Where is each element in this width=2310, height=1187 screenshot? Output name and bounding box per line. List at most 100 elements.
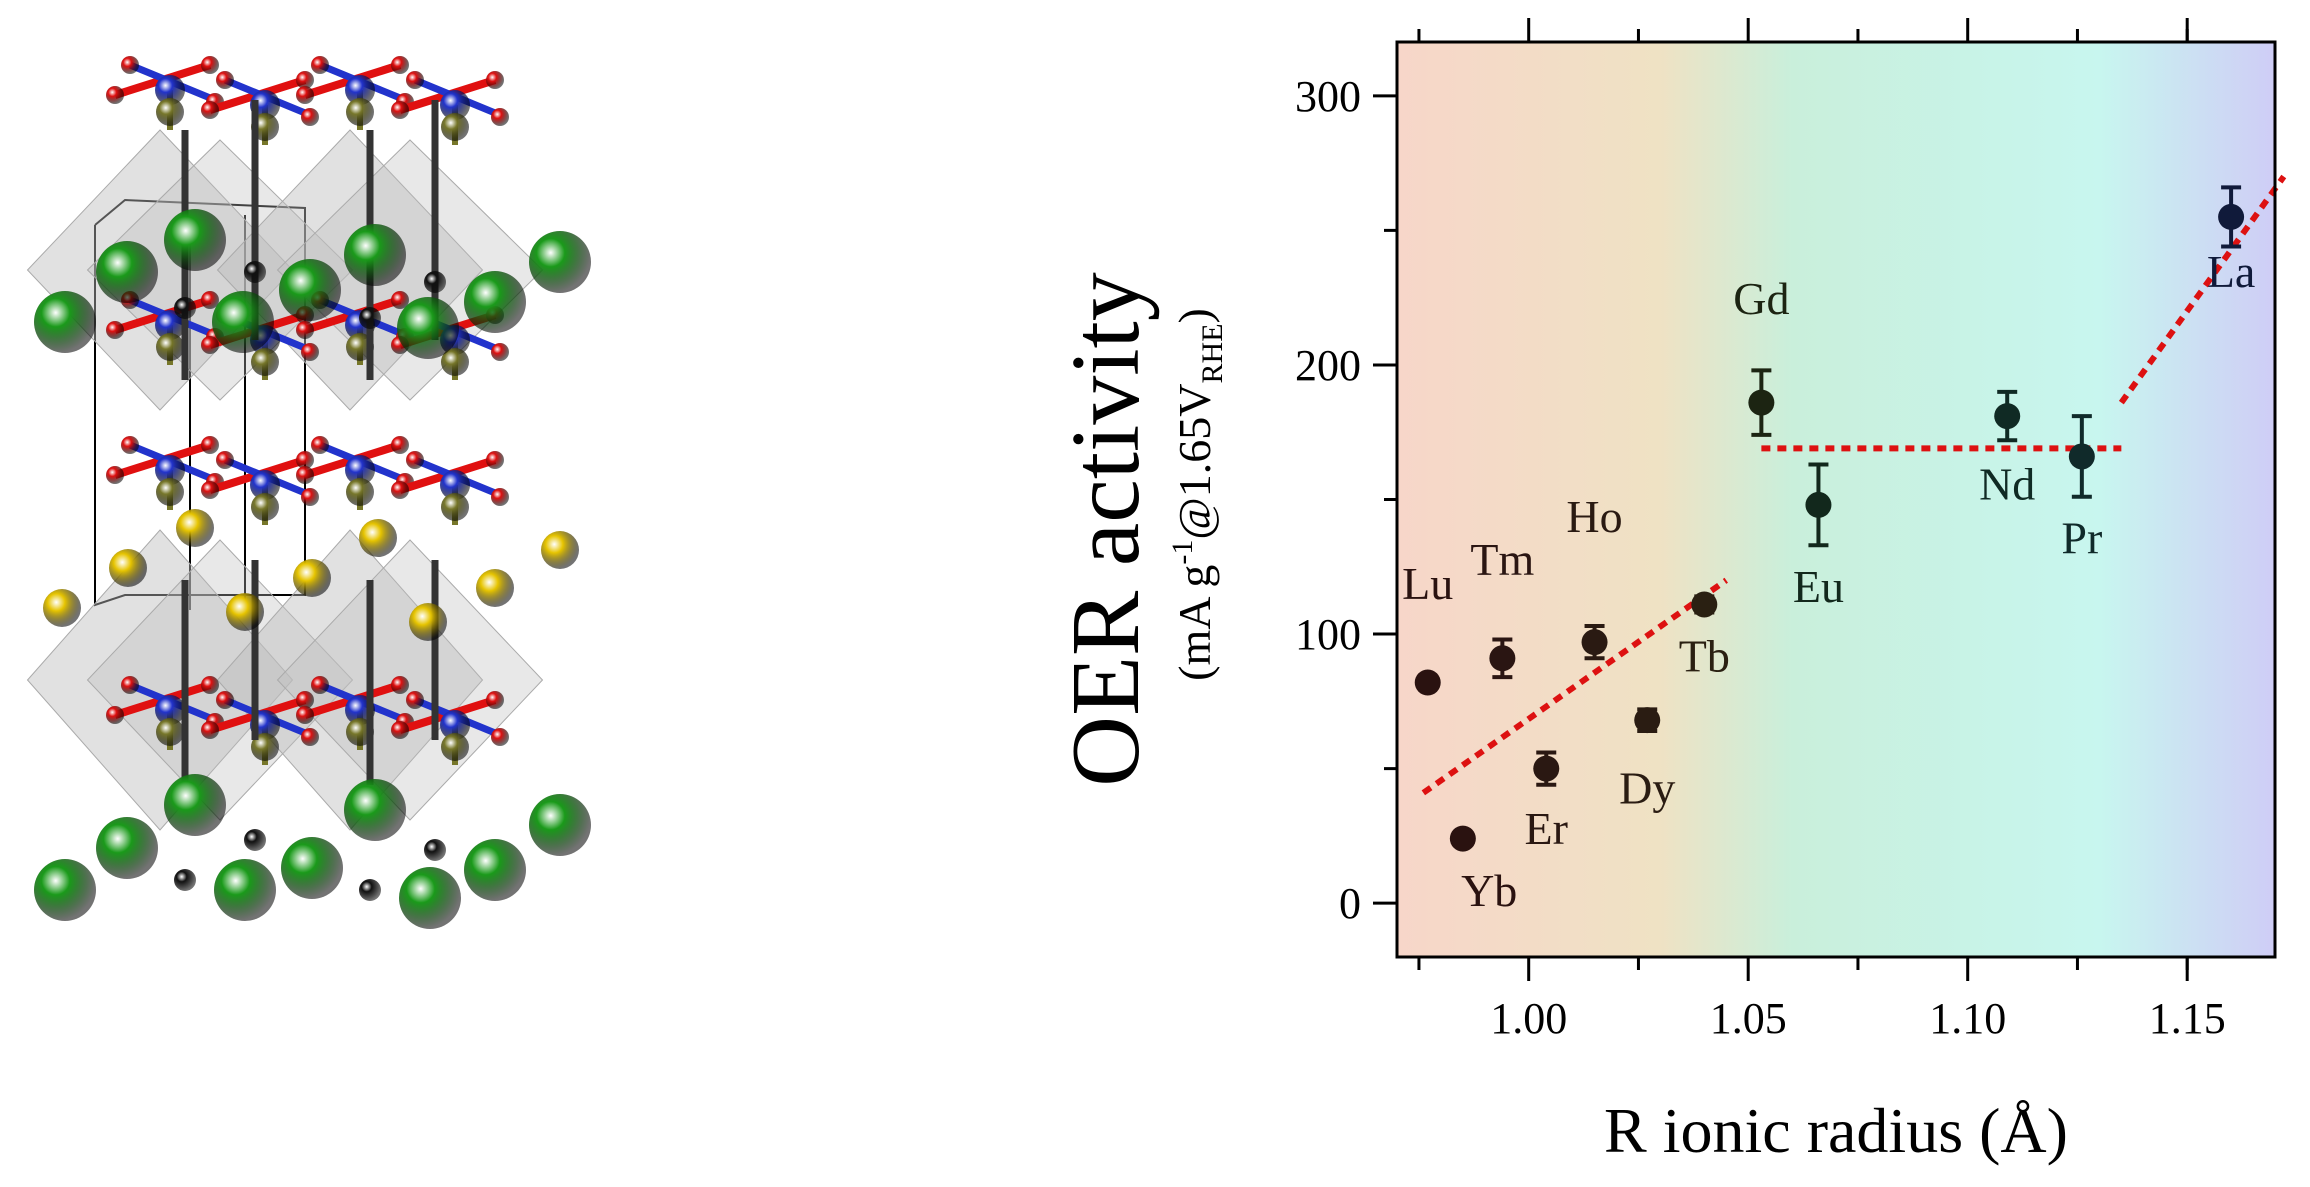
coordination-polyhedron — [276, 539, 544, 821]
data-points — [1414, 185, 2245, 852]
oxygen-atom — [301, 728, 319, 746]
data-point-Lu — [1414, 669, 1441, 696]
oxygen-atom — [311, 676, 329, 694]
oxygen-atom — [201, 291, 219, 309]
large-cation-atom — [529, 794, 591, 856]
oxygen-atom — [311, 436, 329, 454]
y-axis-title: OER activity (mA g-1@1.65VRHE) — [1052, 272, 1229, 786]
coordination-polyhedron — [86, 139, 354, 401]
point-label-Dy: Dy — [1619, 763, 1675, 814]
large-cation-atom — [464, 271, 526, 333]
apical-atom — [424, 271, 446, 293]
data-point-Er — [1533, 755, 1560, 782]
oxygen-atom — [296, 71, 314, 89]
large-cation-atom — [212, 291, 274, 353]
point-label-La: La — [2207, 246, 2256, 297]
oxygen-atom — [491, 488, 509, 506]
oxygen-atom — [201, 676, 219, 694]
large-cation-atom — [344, 779, 406, 841]
data-point-Ho — [1581, 629, 1608, 656]
oxygen-atom — [216, 451, 234, 469]
point-label-Tm: Tm — [1470, 534, 1534, 585]
point-label-Yb: Yb — [1461, 865, 1517, 916]
data-point-La — [2218, 203, 2245, 230]
interlayer-cation-atom — [109, 549, 147, 587]
oxygen-atom — [486, 451, 504, 469]
oxygen-atom — [406, 691, 424, 709]
x-tick-label: 1.15 — [2149, 994, 2226, 1043]
point-label-Pr: Pr — [2061, 512, 2102, 563]
tetrahedral-atom — [441, 493, 469, 521]
large-cation-atom — [96, 241, 158, 303]
oxygen-atom — [491, 728, 509, 746]
tetrahedral-atom — [441, 348, 469, 376]
interlayer-cation-atom — [43, 589, 81, 627]
tetrahedral-atom — [441, 733, 469, 761]
oxygen-atom — [311, 56, 329, 74]
oxygen-atom — [201, 481, 219, 499]
interlayer-cation-atom — [409, 603, 447, 641]
data-point-Pr — [2068, 443, 2095, 470]
trend-line-3 — [2118, 174, 2287, 405]
x-tick-label: 1.00 — [1490, 994, 1567, 1043]
apical-atom — [244, 261, 266, 283]
coordination-polyhedron — [276, 139, 544, 401]
apical-atom — [244, 829, 266, 851]
tetrahedral-atom — [251, 348, 279, 376]
large-cation-atom — [279, 259, 341, 321]
large-cation-atom — [397, 297, 459, 359]
tetrahedral-atom — [346, 98, 374, 126]
tetrahedral-atom — [441, 113, 469, 141]
data-point-Tm — [1489, 645, 1516, 672]
large-cation-atom — [164, 209, 226, 271]
oxygen-atom — [121, 436, 139, 454]
oxygen-atom — [201, 721, 219, 739]
oxygen-atom — [296, 706, 314, 724]
data-point-Gd — [1748, 389, 1775, 416]
x-axis-title: R ionic radius (Å) — [1604, 1095, 2068, 1166]
oxygen-atom — [391, 436, 409, 454]
oxygen-atom — [216, 691, 234, 709]
point-label-Lu: Lu — [1402, 558, 1453, 609]
oxygen-atom — [391, 676, 409, 694]
transition-metal-atom — [440, 710, 470, 740]
oxygen-atom — [406, 451, 424, 469]
oxygen-atom — [201, 101, 219, 119]
large-cation-atom — [529, 231, 591, 293]
transition-metal-atom — [345, 75, 375, 105]
point-label-Er: Er — [1525, 803, 1568, 854]
large-cation-atom — [164, 774, 226, 836]
interlayer-cation-atom — [293, 559, 331, 597]
oxygen-atom — [301, 488, 319, 506]
oxygen-atom — [201, 56, 219, 74]
oxygen-atom — [106, 706, 124, 724]
oxygen-atom — [106, 86, 124, 104]
tetrahedral-atom — [346, 478, 374, 506]
plot-background — [1397, 42, 2275, 957]
transition-metal-atom — [440, 90, 470, 120]
transition-metal-atom — [155, 695, 185, 725]
oxygen-atom — [486, 71, 504, 89]
data-point-Tb — [1691, 591, 1718, 618]
oxygen-atom — [296, 466, 314, 484]
transition-metal-atom — [440, 470, 470, 500]
tetrahedral-atom — [156, 333, 184, 361]
oxygen-atom — [391, 56, 409, 74]
oxygen-atom — [121, 676, 139, 694]
large-cation-atom — [34, 291, 96, 353]
oxygen-atom — [406, 71, 424, 89]
x-tick-label: 1.05 — [1710, 994, 1787, 1043]
apical-atom — [174, 869, 196, 891]
large-cation-atom — [214, 859, 276, 921]
point-label-Tb: Tb — [1679, 631, 1730, 682]
apical-atom — [424, 839, 446, 861]
interlayer-cation-atom — [226, 593, 264, 631]
large-cation-atom — [399, 867, 461, 929]
oxygen-atom — [301, 343, 319, 361]
transition-metal-atom — [155, 310, 185, 340]
axis-ticks: 1.00 1.05 1.10 1.15 0 100 200 300 — [1295, 18, 2226, 1043]
interlayer-cation-atom — [541, 531, 579, 569]
transition-metal-atom — [155, 455, 185, 485]
y-tick-label: 300 — [1295, 72, 1361, 121]
